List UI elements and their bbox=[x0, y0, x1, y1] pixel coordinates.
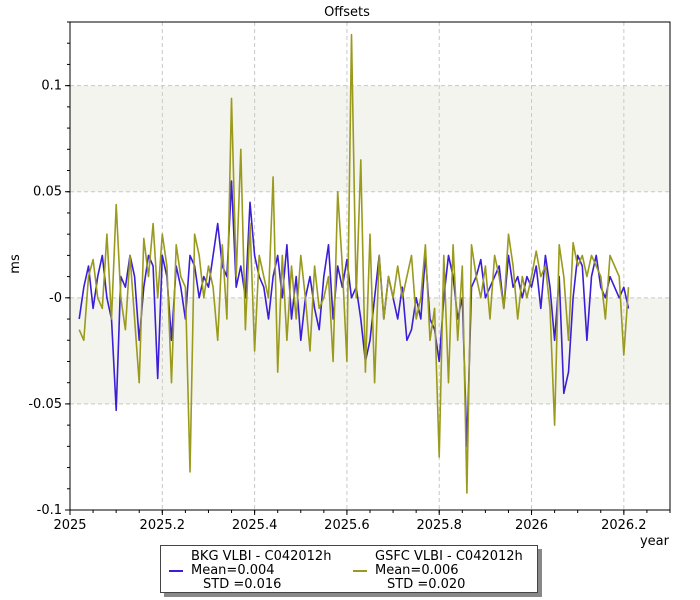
x-axis-label: year bbox=[640, 534, 670, 549]
x-tick-label: 2026.2 bbox=[601, 518, 647, 533]
legend-mean: Mean=0.006 bbox=[375, 563, 459, 578]
legend-std: STD =0.020 bbox=[387, 577, 466, 592]
series-line-1 bbox=[78, 33, 630, 494]
legend-series-name: GSFC VLBI - C042012h bbox=[375, 549, 523, 564]
legend: BKG VLBI - C042012h Mean=0.004 STD =0.01… bbox=[160, 545, 538, 593]
series-line-0 bbox=[78, 180, 630, 448]
y-tick-label: 0.05 bbox=[33, 185, 62, 200]
legend-std: STD =0.016 bbox=[203, 577, 282, 592]
x-tick-label: 2025.4 bbox=[232, 518, 278, 533]
chart-title: Offsets bbox=[324, 5, 370, 20]
legend-swatch-gsfc bbox=[353, 570, 367, 572]
legend-swatch-bkg bbox=[169, 570, 183, 572]
legend-series-name: BKG VLBI - C042012h bbox=[191, 549, 332, 564]
x-tick-label: 2025 bbox=[53, 518, 86, 533]
y-tick-label: -0.1 bbox=[37, 503, 62, 518]
shaded-band bbox=[70, 85, 670, 192]
x-tick-label: 2026 bbox=[515, 518, 548, 533]
x-tick-label: 2025.8 bbox=[416, 518, 462, 533]
y-tick-label: -0.05 bbox=[28, 397, 62, 412]
y-tick-label: 0.1 bbox=[41, 79, 62, 94]
y-axis-label: ms bbox=[8, 254, 23, 274]
series-layer bbox=[78, 33, 630, 494]
y-tick-label: -0 bbox=[49, 291, 62, 306]
x-tick-label: 2025.2 bbox=[140, 518, 186, 533]
axes: 2025 2025.2 2025.4 2025.6 2025.8 2026 2026.2 -0… bbox=[28, 21, 671, 533]
legend-mean: Mean=0.004 bbox=[191, 563, 275, 578]
x-tick-label: 2025.6 bbox=[324, 518, 370, 533]
